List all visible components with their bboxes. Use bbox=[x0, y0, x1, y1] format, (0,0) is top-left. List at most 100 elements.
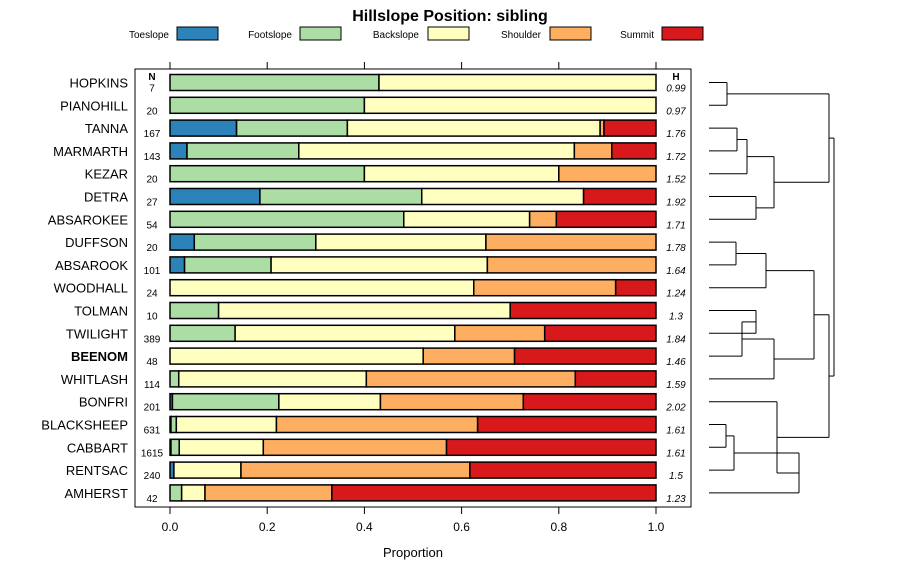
bar-segment-footslope bbox=[169, 324, 236, 343]
row-n-value: 48 bbox=[146, 357, 158, 368]
row-n-value: 1615 bbox=[141, 448, 164, 459]
row-n-value: 240 bbox=[144, 471, 161, 482]
bar-row-whitlash: WHITLASH 114 1.59 bbox=[61, 370, 686, 391]
row-label: TANNA bbox=[85, 121, 128, 136]
row-n-value: 143 bbox=[144, 152, 161, 163]
row-h-value: 2.02 bbox=[665, 403, 686, 414]
row-h-value: 1.61 bbox=[666, 426, 685, 437]
legend-swatch-summit bbox=[661, 26, 704, 41]
row-n-value: 54 bbox=[146, 220, 158, 231]
bar-segment-backslope bbox=[403, 210, 531, 229]
row-label: DUFFSON bbox=[65, 235, 128, 250]
legend: Toeslope Footslope Backslope Shoulder Summit bbox=[129, 26, 704, 41]
bar-row-absarook: ABSAROOK 101 1.64 bbox=[55, 256, 686, 277]
bar-segment-footslope bbox=[170, 438, 180, 457]
row-h-value: 1.76 bbox=[666, 129, 686, 140]
row-h-value: 1.23 bbox=[666, 494, 686, 505]
row-n-value: 631 bbox=[144, 426, 161, 437]
bar-segment-footslope bbox=[171, 392, 280, 411]
bar-segment-summit bbox=[331, 484, 657, 502]
row-h-value: 1.71 bbox=[666, 220, 685, 231]
row-n-value: 10 bbox=[146, 312, 158, 323]
bar-segment-footslope bbox=[169, 96, 366, 115]
bar-segment-shoulder bbox=[528, 210, 558, 229]
bar-segment-shoulder bbox=[262, 438, 448, 457]
bar-segment-summit bbox=[614, 278, 657, 297]
bar-segment-footslope bbox=[193, 233, 317, 251]
x-axis-title: Proportion bbox=[383, 545, 443, 560]
bar-segment-backslope bbox=[363, 164, 560, 183]
row-n-value: 7 bbox=[149, 84, 155, 95]
x-tick-label: 0.6 bbox=[453, 520, 470, 534]
bar-segment-shoulder bbox=[379, 392, 525, 411]
bar-segment-shoulder bbox=[485, 233, 657, 251]
rows: HOPKINS 7 0.99 PIANOHILL 20 0.97 TANNA 167 1.76 M… bbox=[41, 73, 686, 505]
bar-segment-summit bbox=[476, 415, 657, 434]
row-h-value: 0.99 bbox=[666, 84, 686, 95]
row-h-value: 1.84 bbox=[666, 334, 686, 345]
bar-segment-footslope bbox=[169, 164, 366, 183]
bar-segment-shoulder bbox=[275, 415, 479, 434]
row-h-value: 1.64 bbox=[666, 266, 686, 277]
x-tick-label: 0.0 bbox=[162, 520, 179, 534]
bar-segment-shoulder bbox=[422, 347, 516, 365]
bar-segment-shoulder bbox=[365, 370, 577, 388]
bar-row-twilight: TWILIGHT 389 1.84 bbox=[66, 324, 686, 345]
row-label: BLACKSHEEP bbox=[41, 418, 128, 433]
bar-segment-footslope bbox=[169, 301, 220, 320]
bar-segment-footslope bbox=[186, 142, 300, 160]
bar-segment-toeslope bbox=[169, 119, 238, 137]
plot-frame bbox=[134, 68, 692, 508]
legend-label-shoulder: Shoulder bbox=[501, 30, 542, 41]
row-h-value: 1.72 bbox=[666, 152, 686, 163]
bar-segment-shoulder bbox=[454, 324, 546, 343]
bar-segment-backslope bbox=[315, 233, 487, 251]
bar-segment-footslope bbox=[169, 484, 183, 502]
bar-segment-footslope bbox=[183, 256, 272, 274]
row-label: CABBART bbox=[67, 440, 128, 455]
row-n-value: 20 bbox=[146, 243, 158, 254]
bar-segment-backslope bbox=[178, 438, 265, 457]
bar-segment-backslope bbox=[363, 96, 657, 115]
bar-segment-footslope bbox=[169, 73, 380, 92]
bar-segment-backslope bbox=[278, 392, 382, 411]
bar-row-marmarth: MARMARTH 143 1.72 bbox=[53, 142, 686, 163]
bar-row-bonfri: BONFRI 201 2.02 bbox=[79, 392, 686, 414]
row-label: ABSAROKEE bbox=[48, 212, 129, 227]
bar-segment-shoulder bbox=[486, 256, 657, 274]
bar-segment-backslope bbox=[180, 484, 206, 502]
row-label: PIANOHILL bbox=[60, 98, 128, 113]
bar-row-blacksheep: BLACKSHEEP 631 1.61 bbox=[41, 415, 686, 437]
bar-row-absarokee: ABSAROKEE 54 1.71 bbox=[48, 210, 686, 231]
bar-segment-shoulder bbox=[573, 142, 613, 160]
bar-segment-toeslope bbox=[169, 142, 188, 160]
row-n-value: 20 bbox=[146, 175, 158, 186]
row-label: WHITLASH bbox=[61, 372, 128, 387]
bar-row-beenom: BEENOM 48 1.46 bbox=[71, 347, 686, 368]
row-h-value: 1.92 bbox=[666, 198, 686, 209]
row-label: TWILIGHT bbox=[66, 326, 128, 341]
row-label: KEZAR bbox=[85, 167, 128, 182]
row-label: RENTSAC bbox=[66, 463, 128, 478]
bar-segment-backslope bbox=[217, 301, 511, 320]
bar-segment-summit bbox=[513, 347, 657, 365]
row-n-value: 24 bbox=[146, 289, 158, 300]
bar-segment-summit bbox=[582, 187, 657, 206]
bar-segment-backslope bbox=[175, 415, 278, 434]
row-label: TOLMAN bbox=[74, 304, 128, 319]
bar-segment-footslope bbox=[169, 210, 405, 229]
bar-segment-backslope bbox=[234, 324, 456, 343]
bar-segment-summit bbox=[574, 370, 657, 388]
bar-row-duffson: DUFFSON 20 1.78 bbox=[65, 233, 686, 254]
x-tick-label: 0.4 bbox=[356, 520, 373, 534]
row-n-value: 42 bbox=[146, 494, 158, 505]
bar-segment-shoulder bbox=[558, 164, 657, 183]
bar-segment-shoulder bbox=[240, 461, 471, 479]
bar-row-tolman: TOLMAN 10 1.3 bbox=[74, 301, 683, 323]
bar-segment-summit bbox=[611, 142, 657, 160]
row-n-value: 201 bbox=[144, 403, 161, 414]
bar-row-hopkins: HOPKINS 7 0.99 bbox=[69, 73, 686, 95]
row-h-value: 1.61 bbox=[666, 448, 685, 459]
legend-swatch-footslope bbox=[299, 26, 342, 41]
